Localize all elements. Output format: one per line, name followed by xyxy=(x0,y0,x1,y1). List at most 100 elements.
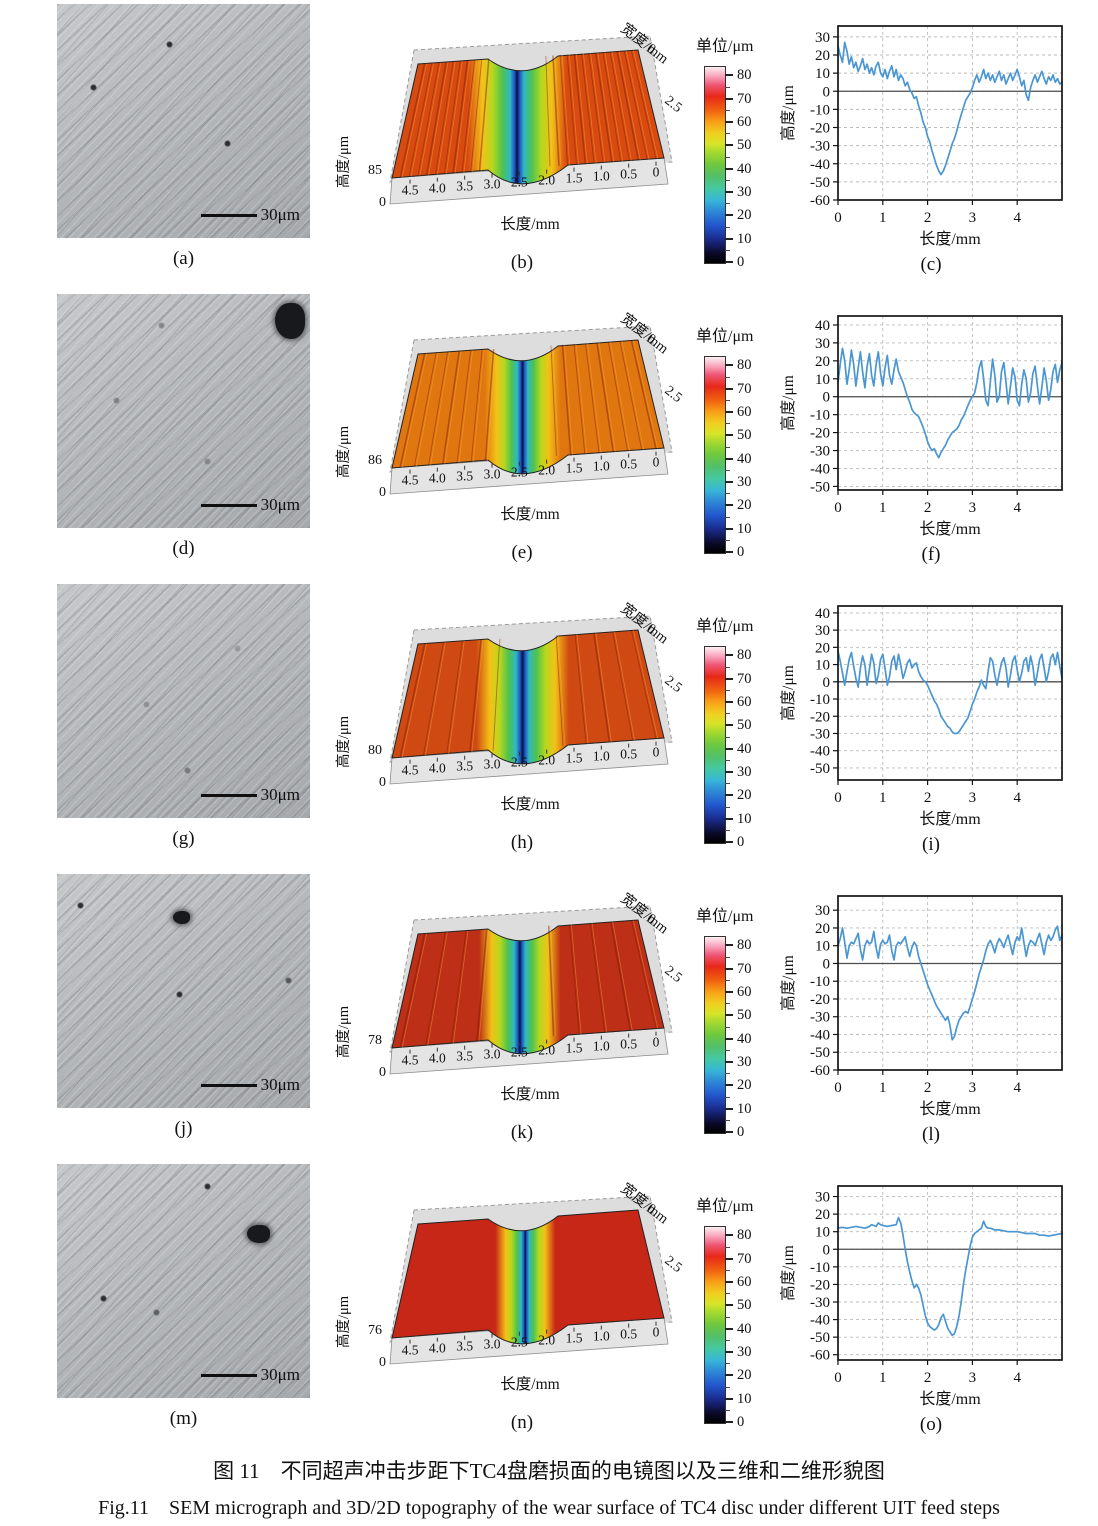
colorbar-tick-mark xyxy=(725,411,733,413)
colorbar-tick-label: 40 xyxy=(737,1320,752,1337)
x-tick-label: 1.5 xyxy=(566,461,583,476)
colorbar-minor-tick xyxy=(725,446,730,448)
ridge-highlight xyxy=(591,922,608,1033)
colorbar-gradient xyxy=(704,646,726,844)
colorbar-tick-mark xyxy=(725,1397,733,1400)
x-tick-label: 0 xyxy=(834,210,842,226)
colorbar-title: 单位/μm xyxy=(696,328,754,345)
colorbar-tick-label: 50 xyxy=(737,717,752,734)
y-axis-label: 高度/μm xyxy=(779,375,797,431)
x-tick-label: 3.5 xyxy=(456,759,473,774)
ridge-highlight xyxy=(547,55,553,167)
colorbar-tick-mark xyxy=(725,701,733,703)
colorbar-minor-tick xyxy=(725,666,730,668)
y-tick-label: 0 xyxy=(823,390,831,406)
y-tick-label: 20 xyxy=(815,48,830,64)
topography-3d-plot: 高度/μm 78 0 4.5 4.0 3.5 3.0 2.5 2.0 1.5 1.0 0.5 0 长度/m… xyxy=(335,890,685,1103)
ridge-line xyxy=(595,52,613,162)
z-min-tick: 0 xyxy=(379,195,386,210)
x-tick-label: 3.5 xyxy=(456,469,473,484)
colorbar-tick-mark xyxy=(725,944,733,947)
ridge-highlight xyxy=(427,932,448,1046)
x-tick-label: 0 xyxy=(834,1080,842,1096)
ridge-line xyxy=(561,344,572,455)
ridge-highlight xyxy=(425,642,446,756)
profile-line xyxy=(837,1216,1063,1337)
panel-label: (m) xyxy=(169,1408,198,1429)
ridge-highlight xyxy=(410,63,435,177)
colorbar-gradient xyxy=(704,356,726,554)
x-tick-label: 4.5 xyxy=(402,1343,419,1358)
colorbar-tick-label: 10 xyxy=(737,520,752,537)
colorbar-minor-tick xyxy=(725,979,730,981)
z-axis-label: 高度/μm xyxy=(335,1005,352,1058)
z-max-tick: 76 xyxy=(368,1323,382,1338)
x-tick-label: 4.0 xyxy=(429,1051,446,1066)
figure-caption: 图 11 不同超声冲击步距下TC4盘磨损面的电镜图以及三维和二维形貌图 Fig.… xyxy=(0,1455,1098,1520)
sem-dark-spot xyxy=(183,766,191,774)
y-tick-label: -40 xyxy=(810,744,830,760)
colorbar-tick-label: 30 xyxy=(737,474,752,490)
colorbar-tick-mark xyxy=(725,817,733,820)
y-tick-label: -50 xyxy=(810,1330,830,1346)
ridge-line xyxy=(442,351,460,465)
x-tick-label: 3 xyxy=(969,210,977,226)
y-tick-label: 0 xyxy=(823,84,831,100)
x-tick-label: 0 xyxy=(653,165,660,180)
plot-border xyxy=(837,25,1063,201)
ridge-highlight xyxy=(590,53,606,163)
ridge-line xyxy=(616,51,639,161)
colorbar-tick-mark xyxy=(725,747,733,750)
x-tick-label: 4 xyxy=(1013,790,1021,806)
colorbar-minor-tick xyxy=(725,1119,730,1121)
colorbar-tick-mark xyxy=(725,1374,733,1377)
ridge-highlight xyxy=(415,352,439,467)
colorbar-minor-tick xyxy=(725,156,730,158)
x-tick-label: 3.0 xyxy=(484,467,501,482)
caption-english: Fig.11 SEM micrograph and 3D/2D topograp… xyxy=(98,1497,1000,1519)
panel-label: (c) xyxy=(920,254,942,275)
ridge-highlight xyxy=(419,62,442,177)
colorbar: 单位/μm 80 70 60 50 40 30 20 10 0 xyxy=(690,1192,776,1434)
y-tick-label: 30 xyxy=(815,336,830,352)
x-tick-label: 2.0 xyxy=(538,1043,555,1058)
ridge-highlight xyxy=(561,54,571,166)
colorbar-tick-mark xyxy=(725,1327,733,1330)
colorbar-tick-mark xyxy=(725,261,733,263)
colorbar-body: 80 70 60 50 40 30 20 10 0 xyxy=(704,62,784,274)
ridge-line xyxy=(550,345,557,456)
scale-bar: 30μm xyxy=(200,1075,300,1095)
x-tick-label: 4.0 xyxy=(429,1341,446,1356)
colorbar-tick-label: 20 xyxy=(737,1367,752,1384)
colorbar-tick-mark xyxy=(725,1107,733,1110)
y-tick-label: -20 xyxy=(810,709,830,725)
sem-column: 30μm (g) xyxy=(57,584,310,850)
ridge-highlight xyxy=(621,341,645,450)
sem-dark-spot xyxy=(203,457,211,465)
scale-bar: 30μm xyxy=(200,495,300,515)
colorbar-tick-mark xyxy=(725,144,733,147)
scale-bar-line xyxy=(200,503,257,507)
ridge-highlight xyxy=(568,54,579,165)
ridge-line xyxy=(408,63,433,177)
sem-micrograph: 30μm xyxy=(57,874,310,1108)
ridge-line xyxy=(452,60,469,174)
sem-dark-spot xyxy=(158,322,166,330)
x-tick-label: 2 xyxy=(924,210,932,226)
width-tick-label: 2.5 xyxy=(662,1253,685,1276)
y-tick-label: -20 xyxy=(810,992,830,1008)
x-axis-label: 长度/mm xyxy=(919,230,981,248)
ridge-highlight xyxy=(444,351,462,465)
colorbar-tick-mark xyxy=(725,1014,733,1017)
colorbar-minor-tick xyxy=(725,759,730,761)
colorbar-minor-tick xyxy=(725,203,730,205)
y-tick-label: -60 xyxy=(810,1348,830,1364)
sem-dark-spot xyxy=(143,701,151,708)
ridge-line xyxy=(422,642,444,756)
topography-3d-plot: 高度/μm 80 0 4.5 4.0 3.5 3.0 2.5 2.0 1.5 1.0 0.5 0 长度/m… xyxy=(335,600,685,813)
ridge-highlight xyxy=(554,55,562,166)
ridge-line xyxy=(612,631,634,741)
colorbar-minor-tick xyxy=(725,1049,730,1051)
z-min-tick: 0 xyxy=(379,1065,386,1080)
